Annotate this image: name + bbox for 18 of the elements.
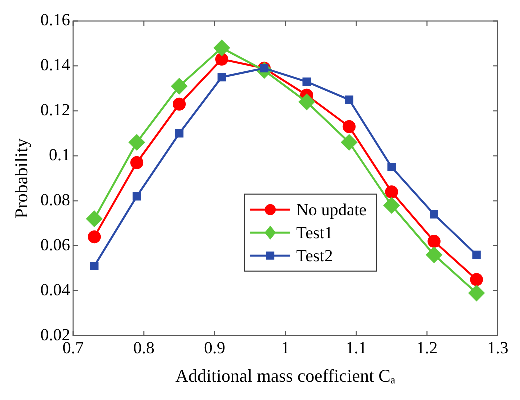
y-tick-label: 0.1: [49, 146, 70, 165]
x-tick-label: 0.9: [204, 338, 226, 358]
x-tick-label: 1: [281, 338, 290, 358]
x-tick-label: 1.3: [487, 338, 509, 358]
y-tick-label: 0.08: [40, 190, 70, 210]
y-tick-label: 0.12: [40, 100, 70, 120]
x-axis-title: Additional mass coefficient Cₐ: [176, 366, 396, 386]
y-tick-label: 0.14: [40, 56, 71, 75]
x-tick-label: 1.2: [416, 338, 438, 358]
x-tick-label: 0.8: [134, 338, 155, 358]
y-tick-label: 0.06: [40, 236, 70, 255]
y-axis-title: Probability: [12, 138, 32, 219]
legend-label: Test1: [296, 223, 334, 242]
legend-label: Test2: [296, 246, 334, 266]
x-tick-label: 1.1: [346, 338, 368, 358]
y-tick-label: 0.16: [40, 10, 70, 30]
legend-label: No update: [296, 200, 367, 220]
y-tick-label: 0.04: [40, 280, 71, 300]
